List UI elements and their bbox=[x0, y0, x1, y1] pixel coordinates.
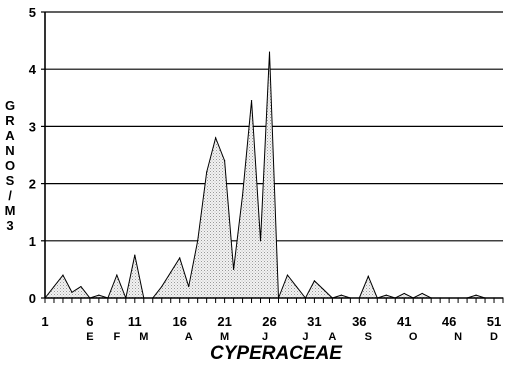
month-label: E bbox=[86, 331, 93, 343]
x-tick-label: 16 bbox=[172, 314, 186, 329]
data-point bbox=[475, 294, 477, 296]
x-tick-label: 1 bbox=[41, 314, 48, 329]
data-point bbox=[134, 254, 136, 256]
y-tick-label: 5 bbox=[29, 5, 36, 20]
month-label: A bbox=[185, 331, 193, 343]
data-point bbox=[286, 274, 289, 276]
y-tick-label: 1 bbox=[29, 234, 36, 249]
x-tick-label: 31 bbox=[307, 314, 321, 329]
data-point bbox=[313, 280, 316, 282]
month-label: O bbox=[409, 331, 418, 343]
month-label: S bbox=[365, 331, 372, 343]
chart-title: CYPERACEAE bbox=[210, 343, 343, 361]
x-tick-label: 11 bbox=[128, 314, 142, 329]
data-point bbox=[403, 292, 405, 295]
x-tick-label: 26 bbox=[262, 314, 276, 329]
data-point bbox=[268, 51, 271, 53]
data-point bbox=[421, 292, 423, 295]
month-label: F bbox=[113, 331, 120, 343]
data-point bbox=[250, 100, 253, 102]
data-point bbox=[80, 285, 82, 288]
month-label: N bbox=[454, 331, 462, 343]
x-tick-label: 6 bbox=[86, 314, 93, 329]
x-tick-label: 46 bbox=[442, 314, 456, 329]
month-label: A bbox=[328, 331, 336, 343]
data-point bbox=[215, 137, 217, 139]
data-point bbox=[340, 294, 342, 296]
data-point bbox=[170, 271, 172, 273]
y-tick-label: 2 bbox=[29, 177, 36, 192]
data-point bbox=[71, 291, 73, 293]
data-point bbox=[295, 285, 298, 288]
data-point bbox=[197, 240, 199, 242]
x-tick-label: 51 bbox=[487, 314, 501, 329]
data-point bbox=[241, 194, 244, 196]
month-label: D bbox=[490, 331, 498, 343]
series-line bbox=[44, 52, 503, 300]
data-point bbox=[161, 285, 163, 288]
data-point bbox=[188, 285, 190, 288]
y-tick-label: 3 bbox=[29, 119, 36, 134]
data-point bbox=[98, 294, 100, 296]
y-axis-label: G R A N O S / M 3 bbox=[5, 98, 16, 233]
data-point bbox=[206, 171, 208, 173]
y-tick-label: 4 bbox=[29, 62, 37, 77]
data-point bbox=[53, 285, 55, 288]
data-point bbox=[259, 240, 262, 242]
month-label: M bbox=[220, 331, 229, 343]
x-tick-label: 41 bbox=[397, 314, 411, 329]
x-tick-label: 21 bbox=[217, 314, 231, 329]
month-label: J bbox=[302, 331, 308, 343]
data-point bbox=[322, 288, 324, 291]
data-point bbox=[385, 294, 387, 296]
x-tick-label: 36 bbox=[352, 314, 366, 329]
data-point bbox=[224, 160, 226, 162]
month-label: M bbox=[139, 331, 148, 343]
y-tick-label: 0 bbox=[29, 291, 36, 306]
data-point bbox=[232, 268, 235, 270]
data-point bbox=[179, 257, 181, 259]
month-label: J bbox=[262, 331, 268, 343]
data-point bbox=[62, 274, 64, 276]
data-point bbox=[116, 274, 118, 276]
data-point bbox=[367, 275, 369, 277]
